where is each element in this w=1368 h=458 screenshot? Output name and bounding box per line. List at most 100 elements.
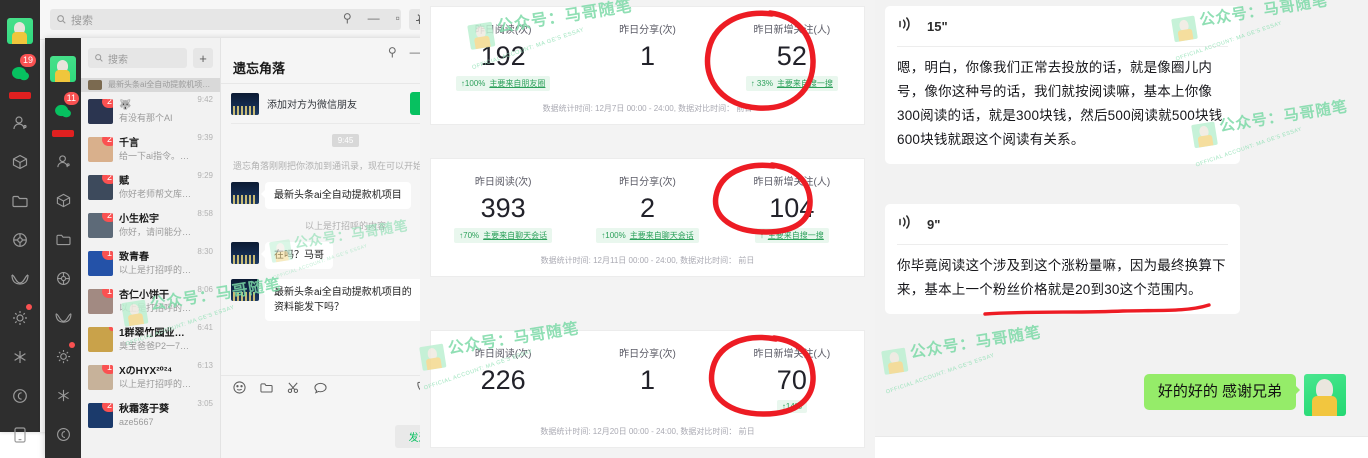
- maximize-icon[interactable]: ▫: [395, 11, 400, 25]
- stat-metric: 昨日新增关注(人) 52 ↑ 33% 主要来自搜一搜: [720, 7, 864, 92]
- avatar[interactable]: [50, 56, 76, 82]
- channels-icon[interactable]: [46, 302, 80, 332]
- screenshot-scissors-icon[interactable]: [287, 381, 300, 399]
- files-icon[interactable]: [3, 186, 37, 216]
- chats-unread-badge: 19: [19, 54, 36, 67]
- list-item-meta: 🐺 有没有那个AI: [119, 99, 191, 124]
- mini-programs-icon[interactable]: [46, 341, 80, 371]
- conversation-list[interactable]: 搜索 + 最新头条ai全自动提款机项目… 2 🐺 有没有那个AI 9:42 2 千言 给一下…: [81, 38, 221, 458]
- stat-source-link[interactable]: 主要来自搜一搜: [767, 231, 824, 241]
- emoji-icon[interactable]: [233, 381, 246, 399]
- shortcuts-icon[interactable]: [3, 381, 37, 411]
- unread-badge: 2: [102, 212, 113, 222]
- phone-icon[interactable]: [3, 420, 37, 450]
- inner-search-input[interactable]: 搜索: [88, 48, 187, 68]
- outer-search-input[interactable]: 搜索: [50, 9, 401, 30]
- stat-metric: 昨日阅读(次) 192 ↑100% 主要来自朋友圈: [431, 7, 575, 92]
- contacts-icon[interactable]: [46, 146, 80, 176]
- list-item[interactable]: 1 XのHYX²⁰²⁴以上是打招呼的内容 6:13: [81, 358, 220, 396]
- mini-programs-icon[interactable]: [3, 303, 37, 333]
- transcript-column: 15" 嗯，明白，你像我们正常去投放的话，就是像圈儿内号，像你这种号的话，我们就…: [875, 0, 1368, 458]
- avatar: 2: [88, 98, 113, 124]
- outer-window-controls: ⚲ — ▫ ✕: [343, 12, 426, 24]
- chat-title: 遗忘角落: [233, 61, 286, 76]
- message-preview: 给一下ai指令。谢谢: [119, 150, 192, 161]
- stat-card: 昨日阅读(次) 192 ↑100% 主要来自朋友圈 昨日分享(次) 1 昨日新增关注(人) 5…: [430, 6, 865, 126]
- speaker-icon[interactable]: [897, 214, 913, 235]
- list-item[interactable]: 1群翠竹园业主讨论群臭宝爸爸P2一702: [图片] 6:41: [81, 320, 220, 358]
- sparkle-icon[interactable]: [3, 342, 37, 372]
- stat-label: 昨日阅读(次): [474, 25, 532, 36]
- sender-avatar[interactable]: [231, 279, 259, 301]
- message-time: 6:41: [197, 323, 213, 332]
- unread-badge: 2: [102, 174, 113, 184]
- stat-source-link[interactable]: 主要来自搜一搜: [776, 79, 833, 89]
- list-item[interactable]: 1 杏仁小饼干以上是打招呼的内容 8:06: [81, 282, 220, 320]
- list-item[interactable]: 最新头条ai全自动提款机项目…: [81, 78, 220, 92]
- favorites-box-icon[interactable]: [3, 147, 37, 177]
- message-bubble: 最新头条ai全自动提款机项目的资料能发下吗？: [261, 279, 425, 321]
- list-item[interactable]: 2 🐺 有没有那个AI 9:42: [81, 92, 220, 130]
- message-preview: 以上是打招呼的内容: [119, 302, 192, 313]
- stat-metric: 昨日分享(次) 1: [575, 7, 719, 91]
- message-preview: 有没有那个AI: [119, 112, 173, 123]
- channels-icon[interactable]: [3, 264, 37, 294]
- add-button[interactable]: +: [193, 48, 213, 68]
- stat-delta: ↑100%: [601, 231, 626, 241]
- stat-footer: 数据统计时间: 12月20日 00:00 - 24:00, 数据对比时间： 前日: [540, 427, 755, 437]
- minimize-icon[interactable]: —: [409, 45, 422, 59]
- stat-metric: 昨日新增关注(人) 104 ↑ 主要来自搜一搜: [720, 159, 864, 244]
- voice-transcript-text: 嗯，明白，你像我们正常去投放的话，就是像圈儿内号，像你这种号的话，我们就按阅读嘛…: [897, 60, 1223, 147]
- contact-name: 致青春: [119, 251, 149, 263]
- moments-icon[interactable]: [3, 225, 37, 255]
- sender-avatar[interactable]: [231, 182, 259, 204]
- avatar[interactable]: [7, 18, 33, 44]
- message-row: 最新头条ai全自动提款机项目的资料能发下吗？: [231, 279, 460, 321]
- stat-source-link[interactable]: 主要来自聊天会话: [629, 231, 694, 241]
- pin-icon[interactable]: ⚲: [342, 11, 352, 25]
- message-time: 8:06: [197, 285, 213, 294]
- shortcuts-icon[interactable]: [46, 419, 80, 449]
- stat-value: 52: [776, 41, 807, 71]
- stat-source-link[interactable]: 主要来自朋友圈: [489, 79, 546, 89]
- stat-label: 昨日分享(次): [619, 25, 676, 36]
- file-icon[interactable]: [260, 381, 273, 399]
- voice-header: 9": [897, 214, 1228, 245]
- pin-icon[interactable]: ⚲: [387, 45, 397, 59]
- contacts-icon[interactable]: [3, 108, 37, 138]
- moments-icon[interactable]: [46, 263, 80, 293]
- list-item-meta: 秋霜落于葵 aze5667: [119, 403, 191, 428]
- favorites-box-icon[interactable]: [46, 185, 80, 215]
- inner-search-placeholder: 搜索: [108, 54, 128, 66]
- unread-badge: 2: [102, 98, 113, 108]
- list-item[interactable]: 2赋你好老师帮文库跟指令能给…9:29: [81, 168, 220, 206]
- chats-icon[interactable]: 19: [3, 54, 37, 88]
- avatar: 2: [88, 136, 113, 162]
- greeting-divider: 以上是打招呼的内容: [304, 221, 386, 231]
- list-item[interactable]: 2 秋霜落于葵 aze5667 3:05: [81, 396, 220, 434]
- red-highlight-bar: [9, 92, 31, 99]
- stat-source-link[interactable]: 主要来自聊天会话: [483, 231, 548, 241]
- files-icon[interactable]: [46, 224, 80, 254]
- chats-icon[interactable]: 11: [46, 92, 80, 126]
- list-item-meta: 杏仁小饼干以上是打招呼的内容: [119, 289, 191, 314]
- message-bubble: 最新头条ai全自动提款机项目: [261, 182, 411, 209]
- speaker-icon[interactable]: [897, 16, 913, 37]
- message-preview: 以上是打招呼的内容: [119, 378, 192, 389]
- sender-avatar[interactable]: [231, 242, 259, 264]
- list-item[interactable]: 1 致青春以上是打招呼的内容 8:30: [81, 244, 220, 282]
- avatar[interactable]: [1304, 374, 1346, 416]
- list-item[interactable]: 2 千言 给一下ai指令。谢谢 9:39: [81, 130, 220, 168]
- message-preview: aze5667: [119, 416, 154, 427]
- contact-name: XのHYX²⁰²⁴: [119, 365, 173, 377]
- chat-history-icon[interactable]: [314, 381, 327, 399]
- voice-transcript-card: 9" 你毕竟阅读这个涉及到这个涨粉量嘛，因为最终换算下来，基本上一个粉丝价格就是…: [885, 204, 1240, 314]
- avatar: [88, 326, 113, 352]
- minimize-icon[interactable]: —: [367, 11, 380, 25]
- stat-footer: 数据统计时间: 12月7日 00:00 - 24:00, 数据对比时间： 前日: [542, 104, 753, 114]
- stat-value: 104: [769, 193, 815, 223]
- avatar: 2: [88, 212, 113, 238]
- sparkle-icon[interactable]: [46, 380, 80, 410]
- stat-delta: ↑70%: [459, 231, 480, 241]
